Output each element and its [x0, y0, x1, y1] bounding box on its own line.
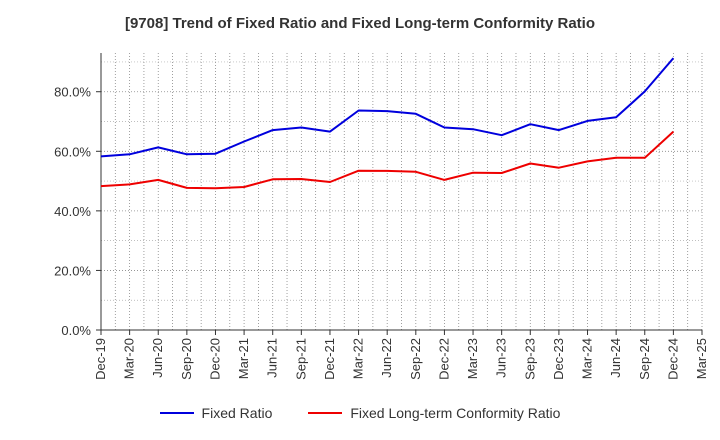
x-tick-label: Dec-24	[665, 338, 680, 380]
x-tick-label: Sep-24	[637, 338, 652, 380]
x-tick-label: Mar-23	[465, 338, 480, 379]
axes	[96, 53, 703, 335]
x-tick-label: Jun-24	[608, 338, 623, 378]
legend-item-fixed-ratio: Fixed Ratio	[159, 405, 273, 421]
x-tick-label: Mar-21	[236, 338, 251, 379]
legend: Fixed Ratio Fixed Long-term Conformity R…	[0, 405, 720, 421]
y-tick-label: 80.0%	[54, 85, 91, 100]
x-tick-label: Jun-22	[379, 338, 394, 378]
x-tick-label: Jun-20	[150, 338, 165, 378]
y-tick-label: 0.0%	[61, 323, 91, 338]
x-tick-label: Dec-20	[207, 338, 222, 380]
x-tick-label: Mar-22	[351, 338, 366, 379]
grid	[100, 53, 703, 330]
x-tick-label: Dec-19	[93, 338, 108, 380]
chart-title: [9708] Trend of Fixed Ratio and Fixed Lo…	[124, 15, 596, 32]
x-tick-label: Mar-25	[694, 338, 709, 379]
legend-label-fixed-long-term-conformity-ratio: Fixed Long-term Conformity Ratio	[350, 405, 561, 421]
x-tick-label: Sep-23	[522, 338, 537, 380]
x-tick-label: Sep-20	[179, 338, 194, 380]
x-tick-label: Mar-20	[122, 338, 137, 379]
x-tick-label: Dec-23	[551, 338, 566, 380]
y-tick-label: 40.0%	[54, 204, 91, 219]
x-tick-label: Jun-21	[265, 338, 280, 378]
y-tick-label: 20.0%	[54, 263, 91, 278]
x-tick-label: Sep-21	[293, 338, 308, 380]
legend-swatch-fixed-ratio	[159, 412, 194, 414]
tick-labels: 0.0% 20.0% 40.0% 60.0% 80.0% Dec-19 Mar-20 Jun-…	[54, 85, 709, 380]
x-tick-label: Dec-21	[322, 338, 337, 380]
y-tick-label: 60.0%	[54, 144, 91, 159]
legend-label-fixed-ratio: Fixed Ratio	[201, 405, 273, 421]
x-tick-label: Dec-22	[436, 338, 451, 380]
x-tick-label: Sep-22	[408, 338, 423, 380]
legend-swatch-fixed-long-term-conformity-ratio	[308, 412, 343, 414]
series-lines	[100, 57, 675, 190]
x-tick-label: Jun-23	[494, 338, 509, 378]
legend-item-fixed-long-term-conformity-ratio: Fixed Long-term Conformity Ratio	[308, 405, 560, 421]
x-tick-label: Mar-24	[580, 338, 595, 379]
